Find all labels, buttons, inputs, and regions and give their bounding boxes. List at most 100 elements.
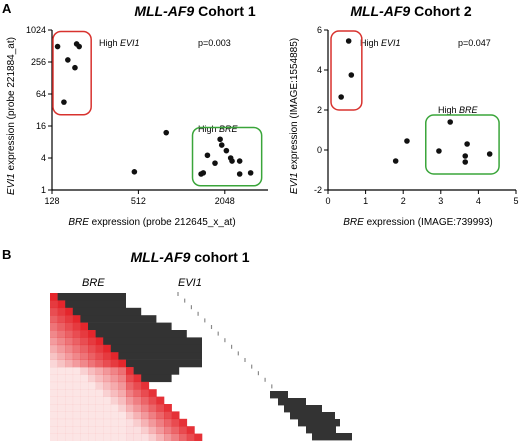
heatmap-dark-band <box>126 359 202 368</box>
chart2-title: MLL-AF9 Cohort 2 <box>350 3 472 19</box>
chart2-y-tick-label: 6 <box>317 25 322 35</box>
heatmap-cell <box>65 389 74 397</box>
heatmap-cell <box>80 374 89 383</box>
heatmap-cell <box>133 404 142 412</box>
heatmap-cell <box>65 359 74 368</box>
chart1-point <box>247 170 254 176</box>
chart1-point <box>229 158 235 164</box>
heatmap-col-label-evi1: EVI1 <box>178 277 202 289</box>
chart2-y-tick-label: -2 <box>314 185 322 195</box>
heatmap-cell <box>95 337 104 346</box>
heatmap-cell <box>88 359 96 368</box>
heatmap-cell <box>57 411 66 420</box>
heatmap-cell <box>171 418 180 427</box>
chart1-x-tick-label: 512 <box>131 196 146 206</box>
heatmap-cell <box>186 426 195 434</box>
chart2-point <box>404 138 410 144</box>
chart1-point <box>236 171 243 177</box>
heatmap-cell <box>103 426 112 434</box>
chart2-x-tick-label: 4 <box>476 196 481 206</box>
heatmap-cell <box>141 433 150 441</box>
heatmap-dark-band <box>80 315 157 323</box>
heatmap-cell <box>141 411 150 420</box>
chart2-ylabel-rest: expression (IMAGE:1554885) <box>289 38 300 173</box>
heatmap-cell <box>80 344 89 353</box>
chart1-y-tick-label: 1 <box>41 185 46 195</box>
chart1-high-evi1-label: High EVI1 <box>99 38 140 48</box>
heatmap-cell <box>95 344 104 353</box>
chart1-y-tick-label: 256 <box>31 57 46 67</box>
heatmap-cell <box>65 330 74 338</box>
heatmap-cell <box>95 367 104 375</box>
heatmap-cell <box>110 433 119 441</box>
heatmap-cell <box>118 418 127 427</box>
heatmap-cell <box>186 433 195 441</box>
heatmap-dark-band <box>72 307 142 316</box>
heatmap-cell <box>65 307 74 316</box>
heatmap-cell <box>57 389 66 397</box>
heatmap-cell <box>110 404 119 412</box>
chart1-point <box>54 43 61 50</box>
heatmap-cell <box>103 396 112 405</box>
heatmap-cell <box>57 404 66 412</box>
heatmap-cell <box>72 411 81 420</box>
chart1-y-tick-label: 1024 <box>26 25 46 35</box>
heatmap-cell <box>50 293 58 301</box>
heatmap-cell <box>118 433 127 441</box>
heatmap-cell <box>118 404 127 412</box>
chart2-point <box>436 148 442 154</box>
heatmap-cell <box>110 418 119 427</box>
heatmap-cell <box>118 367 127 375</box>
heatmap-cell <box>126 389 134 397</box>
heatmap-cell <box>133 389 142 397</box>
chart1-x-tick-label: 2048 <box>215 196 235 206</box>
chart2-point <box>447 119 454 125</box>
chart2-y-tick-label: 0 <box>317 145 322 155</box>
chart1-high-bre-box <box>191 126 263 187</box>
chart2-point <box>462 159 469 165</box>
heatmap-cell <box>194 433 203 441</box>
heatmap-cell <box>50 426 58 434</box>
chart2-point <box>338 94 344 100</box>
chart2-xlabel: BRE expression (IMAGE:739993) <box>343 217 493 228</box>
heatmap-cell <box>103 344 112 353</box>
heatmap-cell <box>103 352 112 360</box>
heatmap-cell <box>88 374 96 383</box>
heatmap-cell <box>72 426 81 434</box>
chart1-ylabel-rest: expression (probe 221884_at) <box>6 37 17 173</box>
heatmap-cell <box>88 404 96 412</box>
chart2-point <box>464 141 470 147</box>
heatmap-cell <box>156 433 165 441</box>
heatmap-evi1-dark-band <box>306 426 336 434</box>
chart2-title-rest: Cohort 2 <box>410 3 472 19</box>
heatmap-evi1-dark-band <box>298 419 340 427</box>
chart1-point <box>212 160 218 166</box>
chart2-point <box>462 153 469 159</box>
heatmap-dark-band <box>118 352 202 360</box>
heatmap-cell <box>118 359 127 368</box>
heatmap-cell <box>65 411 74 420</box>
heatmap-dark-band <box>57 293 126 301</box>
heatmap-cell <box>164 404 172 412</box>
heatmap-cell <box>72 344 81 353</box>
heatmap-cell <box>179 426 188 434</box>
heatmap-cell <box>72 381 81 390</box>
chart2-x-tick-label: 3 <box>438 196 443 206</box>
heatmap-cell <box>95 359 104 368</box>
chart1-point <box>131 168 138 175</box>
heatmap-cell <box>141 389 150 397</box>
heatmap-dark-band <box>103 337 202 346</box>
heatmap-cell <box>118 411 127 420</box>
heatmap-cell <box>148 396 157 405</box>
heatmap-cell <box>118 426 127 434</box>
heatmap-cell <box>80 404 89 412</box>
chart1-pvalue: p=0.003 <box>198 38 231 48</box>
heatmap-cell <box>133 374 142 383</box>
heatmap-cell <box>72 322 81 331</box>
heatmap-cell <box>80 411 89 420</box>
chart1-point <box>204 152 211 159</box>
heatmap-cell <box>72 404 81 412</box>
heatmap-evi1-dark-band <box>270 391 288 399</box>
heatmap-cell <box>72 315 81 323</box>
